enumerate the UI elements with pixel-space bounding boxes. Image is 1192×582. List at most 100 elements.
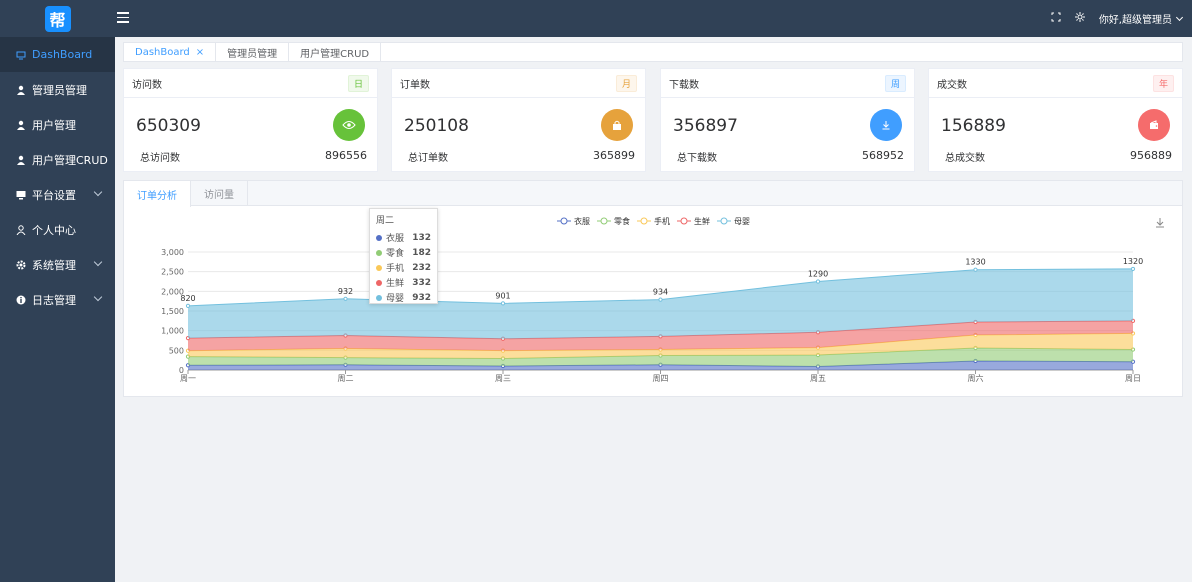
card-header: 访问数 日: [124, 69, 377, 98]
x-tick-label: 周六: [968, 373, 984, 383]
close-icon[interactable]: ×: [195, 47, 205, 58]
card-sub-label: 总下载数: [677, 153, 717, 164]
tooltip-row: 零食 182: [376, 245, 431, 260]
point-母婴: [500, 301, 506, 306]
monitor-icon: [16, 190, 26, 200]
user-greeting: 你好,超级管理员: [1098, 15, 1172, 26]
top-navbar: 你好,超级管理员: [115, 0, 1192, 37]
stat-card-visits: 访问数 日 650309 总访问数 896556: [123, 68, 378, 172]
sidebar-item-profile[interactable]: 个人中心: [0, 212, 115, 247]
tooltip-series-value: 182: [412, 247, 431, 258]
area-母婴: [188, 268, 1133, 339]
sidebar-item-logs[interactable]: 日志管理: [0, 282, 115, 317]
download-icon[interactable]: [1156, 218, 1164, 228]
period-badge: 年: [1152, 74, 1174, 92]
card-total: 568952: [862, 149, 904, 162]
point-母婴: [185, 303, 191, 308]
x-tick-label: 周日: [1125, 374, 1141, 383]
sidebar-item-label: 系统管理: [32, 258, 76, 272]
data-label: 1330: [965, 258, 985, 267]
sidebar-item-label: 用户管理: [32, 118, 76, 132]
point-母婴: [343, 296, 348, 301]
series-dot: [376, 294, 382, 301]
gear-icon: [16, 260, 26, 270]
series-dot: [376, 249, 382, 256]
bag-icon: [601, 109, 633, 141]
person-icon: [16, 224, 26, 235]
point-母婴: [658, 297, 663, 302]
user-menu[interactable]: 你好,超级管理员: [1098, 11, 1184, 26]
chevron-down-icon: [93, 187, 103, 197]
tag-admin[interactable]: 管理员管理: [216, 43, 290, 62]
chart-tabs: 订单分析 访问量: [124, 181, 1182, 207]
sidebar-item-platform[interactable]: 平台设置: [0, 177, 115, 212]
tag-users-crud[interactable]: 用户管理CRUD: [289, 43, 382, 62]
data-label: 1320: [1123, 257, 1143, 266]
tooltip-series-name: 衣服: [386, 234, 405, 244]
period-badge: 周: [884, 74, 906, 92]
x-tick-label: 周三: [495, 374, 511, 383]
eye-icon: [333, 109, 365, 141]
sidebar-item-admin[interactable]: 管理员管理: [0, 72, 115, 107]
card-title: 成交数: [937, 79, 967, 91]
sidebar-item-users[interactable]: 用户管理: [0, 107, 115, 142]
sidebar-item-label: DashBoard: [32, 48, 93, 61]
y-tick-label: 1,000: [161, 327, 184, 336]
tooltip-rows: 衣服 132 零食 182 手机 232 生鲜 332 母婴 932: [376, 230, 431, 305]
legend-marker: [640, 217, 648, 225]
tab-visits[interactable]: 访问量: [191, 181, 248, 205]
stat-card-deals: 成交数 年 156889 总成交数 956889: [928, 68, 1183, 172]
theme-icon[interactable]: [1074, 12, 1085, 25]
tooltip-series-name: 零食: [386, 249, 405, 259]
tag-dashboard[interactable]: DashBoard ×: [124, 43, 217, 62]
stat-card-orders: 订单数 月 250108 总订单数 365899: [391, 68, 646, 172]
card-title: 下载数: [669, 79, 699, 91]
tooltip-series-name: 生鲜: [386, 279, 405, 289]
tooltip-series-value: 332: [412, 277, 431, 288]
tooltip-series-name: 手机: [386, 264, 405, 274]
legend-marker: [720, 217, 728, 225]
y-tick-label: 2,000: [161, 287, 184, 296]
sidebar-item-label: 用户管理CRUD: [32, 153, 108, 167]
info-icon: [16, 295, 26, 305]
legend-marker: [600, 217, 608, 225]
card-header: 订单数 月: [392, 69, 645, 98]
data-label: 901: [495, 291, 510, 300]
tag-label: DashBoard: [135, 47, 190, 58]
tooltip-title: 周二: [376, 216, 395, 226]
card-value: 650309: [136, 116, 201, 136]
fullscreen-icon[interactable]: [1051, 12, 1061, 25]
area-生鲜: [188, 320, 1133, 351]
legend-label: 手机: [654, 216, 670, 226]
sidebar-item-dashboard[interactable]: DashBoard: [0, 37, 115, 72]
y-tick-label: 500: [169, 346, 184, 355]
chevron-down-icon: [93, 292, 103, 302]
legend-marker: [680, 217, 688, 225]
card-sub-label: 总订单数: [408, 153, 448, 164]
logo-area: 帮: [0, 0, 115, 37]
sidebar-item-label: 平台设置: [32, 188, 76, 202]
chart-tooltip: 周二 衣服 132 零食 182 手机 232 生鲜 332 母婴 932: [369, 208, 438, 304]
tooltip-series-name: 母婴: [386, 294, 405, 304]
data-label: 932: [338, 287, 353, 296]
card-total: 365899: [593, 149, 635, 162]
card-value: 356897: [673, 116, 738, 136]
x-tick-label: 周一: [180, 374, 196, 383]
x-tick-label: 周五: [810, 374, 826, 383]
point-母婴: [815, 279, 821, 284]
tab-order-analysis[interactable]: 订单分析: [124, 181, 191, 207]
sidebar-item-label: 管理员管理: [32, 83, 87, 97]
sidebar-item-users-crud[interactable]: 用户管理CRUD: [0, 142, 115, 177]
card-header: 成交数 年: [929, 69, 1182, 98]
tags-view: DashBoard × 管理员管理 用户管理CRUD: [123, 42, 1183, 62]
app-logo[interactable]: 帮: [44, 5, 71, 32]
x-tick-label: 周二: [338, 374, 354, 383]
legend-label: 零食: [614, 216, 630, 226]
dashboard-icon: [16, 50, 26, 60]
series-dot: [376, 234, 382, 241]
data-label: 1290: [808, 270, 828, 279]
tooltip-row: 手机 232: [376, 260, 431, 275]
sidebar-item-system[interactable]: 系统管理: [0, 247, 115, 282]
data-label: 934: [653, 288, 668, 297]
hamburger-icon[interactable]: [117, 12, 129, 24]
